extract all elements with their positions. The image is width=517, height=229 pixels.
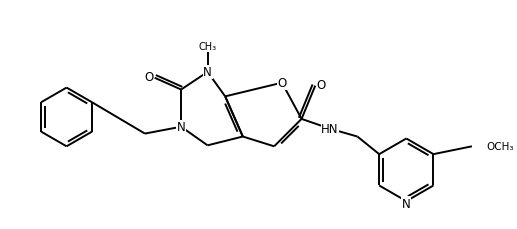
Text: CH₃: CH₃ (199, 42, 217, 52)
Text: OCH₃: OCH₃ (486, 142, 514, 152)
Text: HN: HN (321, 123, 339, 136)
Text: N: N (177, 121, 186, 134)
Text: N: N (402, 197, 410, 210)
Text: O: O (277, 77, 286, 90)
Text: N: N (203, 66, 212, 79)
Text: O: O (316, 79, 326, 92)
Text: O: O (144, 71, 154, 84)
